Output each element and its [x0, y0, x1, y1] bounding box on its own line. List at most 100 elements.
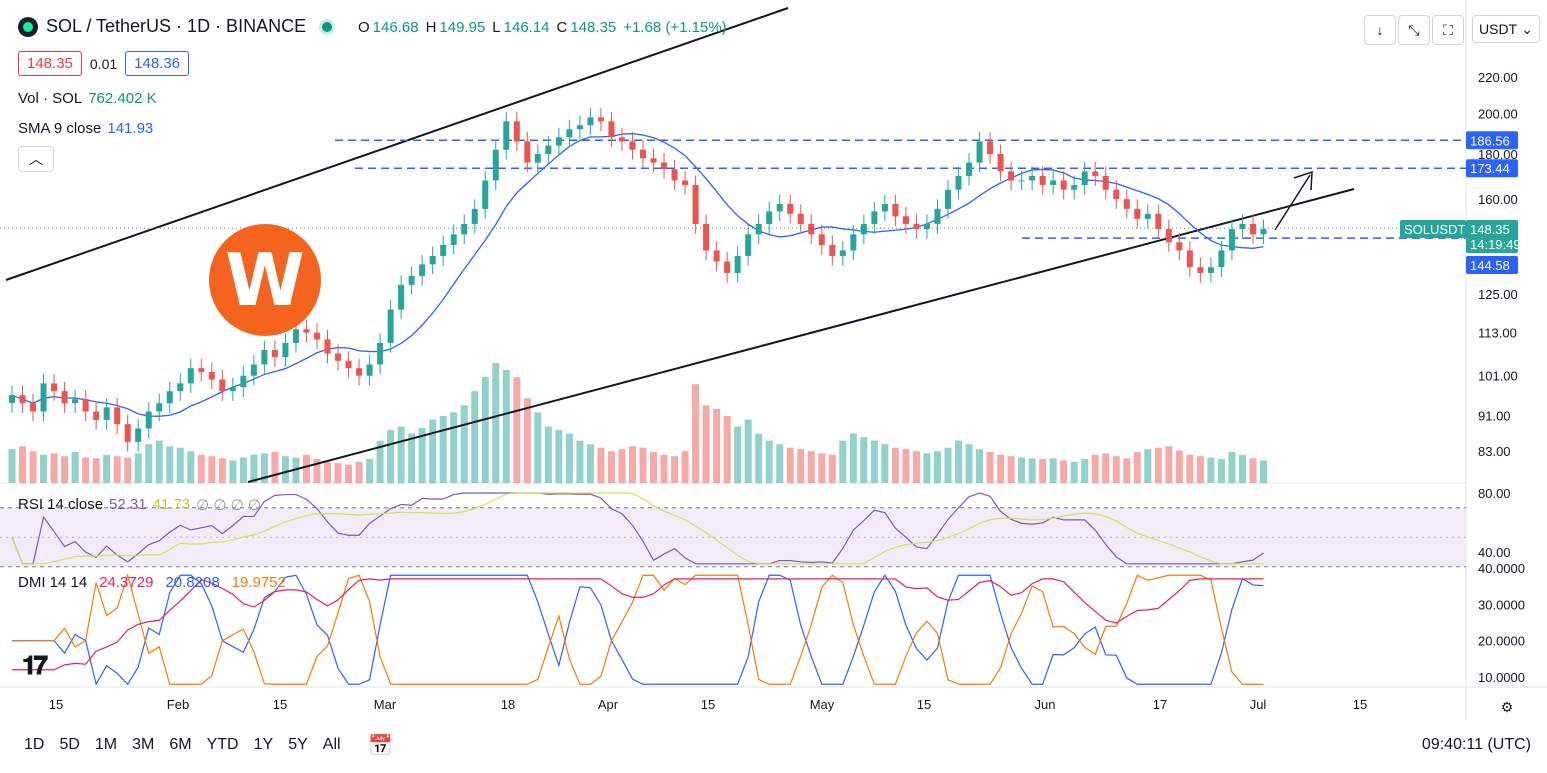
- download-button[interactable]: ↓: [1364, 15, 1396, 45]
- collapse-legend-button[interactable]: ︿: [18, 146, 54, 172]
- timeframe-1d[interactable]: 1D: [24, 736, 45, 753]
- volume-bar: [376, 440, 384, 483]
- volume-bar: [355, 461, 363, 483]
- candle: [913, 223, 920, 230]
- candle: [335, 353, 342, 361]
- candle: [1029, 175, 1036, 181]
- adx-line: [12, 578, 1264, 671]
- candle: [839, 250, 846, 256]
- candle: [545, 145, 552, 154]
- currency-select[interactable]: USDT ⌄: [1472, 15, 1540, 43]
- clock[interactable]: 09:40:11 (UTC): [1421, 736, 1531, 753]
- candle: [1134, 208, 1141, 219]
- candle: [166, 391, 173, 404]
- volume-bar: [765, 440, 773, 483]
- ask-button[interactable]: 148.36: [125, 51, 190, 76]
- candle: [1123, 199, 1130, 209]
- candle: [1165, 229, 1172, 243]
- candle: [282, 342, 289, 358]
- price-tick-label: 91.00: [1478, 409, 1511, 424]
- time-tick-label: May: [810, 697, 835, 712]
- volume-bar: [250, 454, 258, 483]
- candle: [429, 255, 436, 265]
- candle: [766, 211, 773, 224]
- candle: [208, 371, 215, 380]
- rsi-legend[interactable]: RSI 14 close 52.31 41.73 ∅ ∅ ∅ ∅: [18, 496, 261, 514]
- symbol-title[interactable]: SOL / TetherUS · 1D · BINANCE: [46, 16, 307, 36]
- candle: [1008, 171, 1015, 181]
- candle: [313, 332, 320, 340]
- volume-bar: [976, 449, 984, 483]
- timeframe-5y[interactable]: 5Y: [288, 736, 308, 753]
- volume-bar: [397, 426, 405, 483]
- svg-text:W: W: [225, 238, 304, 322]
- candle: [713, 250, 720, 262]
- dmi-plus-line: [12, 574, 1264, 686]
- timeframe-6m[interactable]: 6M: [169, 736, 192, 753]
- volume-bar: [923, 453, 931, 483]
- volume-bar: [744, 419, 752, 483]
- candle: [1018, 180, 1025, 182]
- volume-bar: [1018, 457, 1026, 483]
- volume-bar: [61, 456, 69, 483]
- volume-bar: [208, 456, 216, 483]
- volume-bar: [997, 454, 1005, 483]
- time-tick-label: Apr: [598, 697, 619, 712]
- volume-bar: [271, 451, 279, 483]
- candle: [881, 204, 888, 212]
- volume-bar: [166, 446, 174, 483]
- candle: [198, 368, 205, 372]
- close-value: 148.35: [570, 19, 617, 36]
- volume-bar: [713, 408, 721, 483]
- candle: [640, 149, 646, 159]
- timeframe-1m[interactable]: 1M: [94, 736, 118, 753]
- volume-bar: [1259, 460, 1267, 483]
- volume-bar: [692, 384, 700, 483]
- volume-bar: [1091, 454, 1099, 483]
- symbol-price-label-bg: [1400, 220, 1466, 238]
- candle: [671, 169, 678, 181]
- volume-bar: [702, 405, 710, 483]
- candle: [734, 255, 741, 273]
- volume-bar: [481, 377, 489, 483]
- volume-bar: [881, 444, 889, 483]
- timeframe-5d[interactable]: 5D: [59, 736, 80, 753]
- volume-bar: [450, 412, 458, 483]
- dmi-tick-label: 30.0000: [1478, 597, 1525, 612]
- sma-legend[interactable]: SMA 9 close 141.93: [18, 120, 154, 137]
- timeframe-ytd[interactable]: YTD: [206, 736, 239, 753]
- volume-bar: [408, 433, 416, 483]
- candle: [987, 141, 994, 154]
- timeframe-1y[interactable]: 1Y: [253, 736, 274, 753]
- volume-bar: [639, 447, 647, 483]
- timeframe-3m[interactable]: 3M: [132, 736, 155, 753]
- candle: [356, 368, 363, 376]
- candle: [19, 395, 26, 404]
- volume-bar: [818, 453, 826, 483]
- dmi-legend[interactable]: DMI 14 14 24.3729 20.8208 19.9752: [18, 574, 286, 591]
- candle: [755, 223, 762, 235]
- collapse-button[interactable]: ⤡: [1398, 15, 1430, 45]
- calendar-goto-button[interactable]: 📅: [368, 733, 393, 758]
- candle: [692, 185, 699, 224]
- volume-bar: [776, 444, 784, 483]
- fullscreen-button[interactable]: ⛶: [1432, 15, 1464, 45]
- volume-bar: [218, 458, 226, 483]
- volume-bar: [513, 377, 521, 483]
- volume-bar: [418, 427, 426, 483]
- candle: [40, 383, 47, 412]
- candle: [1186, 250, 1193, 268]
- candle: [177, 383, 184, 392]
- volume-bar: [849, 433, 857, 483]
- candle: [629, 141, 636, 150]
- settings-button[interactable]: ⚙: [1492, 693, 1522, 721]
- volume-bar: [1028, 458, 1036, 483]
- chevron-down-icon: ⌄: [1521, 20, 1533, 37]
- dmi-tick-label: 20.0000: [1478, 634, 1525, 649]
- change-value: +1.68 (+1.15%): [623, 19, 727, 36]
- volume-legend[interactable]: Vol · SOL 762.402 K: [18, 90, 157, 107]
- timeframe-all[interactable]: All: [322, 736, 341, 753]
- bid-button[interactable]: 148.35: [18, 51, 82, 76]
- price-label: 173.44: [1470, 161, 1510, 176]
